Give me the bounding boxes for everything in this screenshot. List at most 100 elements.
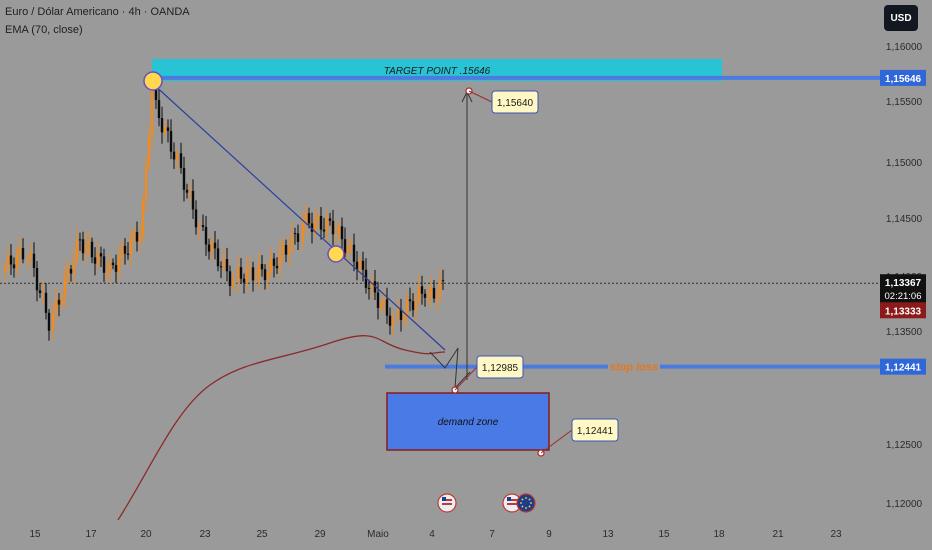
- stop-loss-gap: [608, 360, 660, 373]
- callout-target-box: [491, 90, 539, 114]
- candle-body: [251, 267, 255, 281]
- candle-body: [399, 309, 403, 320]
- candle-body: [414, 299, 418, 311]
- last-price-badge: [880, 274, 926, 307]
- candle-body: [364, 269, 368, 288]
- candle-body: [343, 239, 347, 254]
- candle-body: [429, 287, 433, 295]
- x-tick-label: 17: [85, 529, 97, 540]
- candle-body: [254, 277, 258, 281]
- y-tick-label: 1,15500: [886, 97, 923, 108]
- candle-body: [426, 294, 430, 298]
- flag-star: [528, 498, 531, 501]
- candle-body: [301, 223, 305, 242]
- callout-entry-leader: [454, 366, 478, 391]
- candle-body: [160, 118, 164, 133]
- ema-line: [117, 335, 446, 521]
- flag-star: [520, 502, 522, 504]
- flag-star: [525, 507, 527, 509]
- candle-body: [322, 229, 326, 232]
- candle-body: [172, 151, 176, 160]
- flag-stripe: [442, 503, 452, 505]
- candle-body: [179, 153, 183, 168]
- candle-body: [87, 241, 91, 246]
- candle-body: [9, 255, 13, 265]
- candle-body: [182, 167, 186, 190]
- candle-body: [99, 253, 103, 257]
- candle-body: [319, 215, 323, 230]
- currency-button[interactable]: USD: [884, 5, 918, 31]
- candle-body: [81, 239, 85, 254]
- candle-body: [169, 130, 173, 152]
- projected-path: [429, 347, 471, 390]
- bar-countdown: 02:21:06: [885, 291, 922, 302]
- candle-body: [287, 250, 291, 255]
- candle-body: [204, 226, 208, 245]
- candle-body: [257, 263, 261, 278]
- candle-body: [157, 100, 161, 119]
- candle-body: [38, 290, 42, 294]
- candle-body: [417, 286, 421, 300]
- demand-zone-label: demand zone: [438, 417, 499, 428]
- flag-star: [530, 502, 532, 504]
- candle-body: [166, 127, 170, 131]
- callout-entry-box: [476, 355, 524, 379]
- candle-body: [111, 262, 115, 266]
- flag-star: [525, 497, 527, 499]
- candle-body: [114, 265, 118, 272]
- candle-body: [266, 271, 270, 281]
- candle-body: [420, 286, 424, 294]
- candle-body: [163, 127, 167, 133]
- x-tick-label: 29: [314, 529, 326, 540]
- candle-body: [129, 237, 133, 255]
- candle-body: [281, 244, 285, 252]
- candle-body: [21, 248, 25, 260]
- candle-body: [105, 272, 109, 274]
- x-tick-label: 4: [429, 529, 435, 540]
- ema-price-badge: [880, 302, 926, 319]
- candle-body: [432, 287, 436, 299]
- candle-body: [185, 189, 189, 193]
- candle-body: [216, 248, 220, 267]
- candle-body: [75, 239, 79, 260]
- candle-body: [84, 245, 88, 254]
- candle-body: [60, 297, 64, 305]
- flag-canton: [507, 497, 511, 501]
- candle-body: [293, 233, 297, 235]
- candle-body: [117, 258, 121, 272]
- candle-body: [90, 241, 94, 258]
- x-tick-label: 23: [199, 529, 211, 540]
- candle-body: [284, 244, 288, 255]
- candle-body: [135, 231, 139, 242]
- y-tick-label: 1,12500: [886, 440, 923, 451]
- callout-stop-label: 1,12441: [577, 426, 614, 437]
- target-box-label: TARGET POINT .15646: [384, 66, 491, 77]
- flag-canton: [442, 497, 446, 501]
- y-tick-label: 1,12000: [886, 499, 923, 510]
- flag-star: [528, 505, 531, 508]
- candle-body: [275, 265, 279, 269]
- callout-entry-label: 1,12985: [482, 363, 519, 374]
- candle-body: [352, 244, 356, 262]
- candle-body: [188, 190, 192, 193]
- candle-body: [150, 88, 154, 137]
- candle-body: [210, 242, 214, 252]
- flag-circle: [516, 493, 536, 513]
- candle-body: [385, 299, 389, 316]
- candle-body: [3, 266, 7, 272]
- callout-target-label: 1,15640: [497, 98, 534, 109]
- x-tick-label: 15: [29, 529, 41, 540]
- candle-body: [310, 223, 314, 232]
- candle-body: [290, 233, 294, 251]
- candle-body: [245, 268, 249, 283]
- candle-body: [78, 239, 82, 241]
- candle-body: [47, 312, 51, 331]
- candle-body: [388, 315, 392, 326]
- candle-body: [236, 267, 240, 281]
- candle-body: [355, 261, 359, 270]
- eu-flag-icon: [516, 493, 536, 513]
- candle-body: [44, 292, 48, 313]
- candle-body: [194, 209, 198, 228]
